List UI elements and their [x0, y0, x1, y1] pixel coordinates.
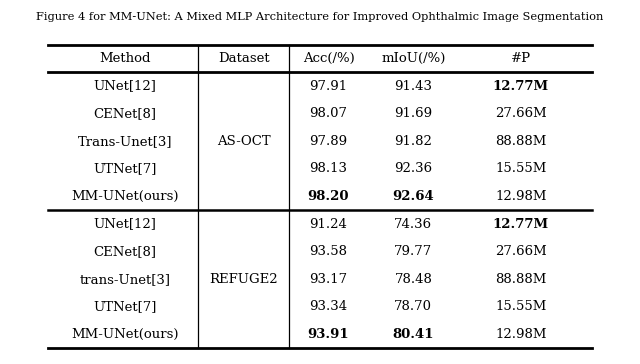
- Text: UNet[12]: UNet[12]: [93, 218, 156, 230]
- Text: 91.69: 91.69: [394, 107, 433, 120]
- Text: AS-OCT: AS-OCT: [217, 135, 271, 148]
- Text: mIoU(/%): mIoU(/%): [381, 52, 445, 65]
- Text: MM-UNet(ours): MM-UNet(ours): [71, 328, 179, 341]
- Text: 27.66M: 27.66M: [495, 245, 547, 258]
- Text: #P: #P: [511, 52, 531, 65]
- Text: Method: Method: [99, 52, 150, 65]
- Text: 91.43: 91.43: [394, 80, 433, 92]
- Text: 98.20: 98.20: [308, 190, 349, 203]
- Text: UTNet[7]: UTNet[7]: [93, 300, 156, 313]
- Text: 98.13: 98.13: [310, 162, 348, 175]
- Text: 15.55M: 15.55M: [495, 300, 547, 313]
- Text: 91.24: 91.24: [310, 218, 348, 230]
- Text: 93.34: 93.34: [309, 300, 348, 313]
- Text: REFUGE2: REFUGE2: [209, 273, 278, 286]
- Text: Trans-Unet[3]: Trans-Unet[3]: [77, 135, 172, 148]
- Text: Acc(/%): Acc(/%): [303, 52, 355, 65]
- Text: 91.82: 91.82: [394, 135, 432, 148]
- Text: 92.64: 92.64: [392, 190, 434, 203]
- Text: 93.58: 93.58: [310, 245, 348, 258]
- Text: MM-UNet(ours): MM-UNet(ours): [71, 190, 179, 203]
- Text: UNet[12]: UNet[12]: [93, 80, 156, 92]
- Text: Dataset: Dataset: [218, 52, 269, 65]
- Text: UTNet[7]: UTNet[7]: [93, 162, 156, 175]
- Text: 97.89: 97.89: [309, 135, 348, 148]
- Text: 12.77M: 12.77M: [493, 218, 549, 230]
- Text: 92.36: 92.36: [394, 162, 433, 175]
- Text: 97.91: 97.91: [309, 80, 348, 92]
- Text: 12.98M: 12.98M: [495, 190, 547, 203]
- Text: CENet[8]: CENet[8]: [93, 107, 156, 120]
- Text: 12.77M: 12.77M: [493, 80, 549, 92]
- Text: 15.55M: 15.55M: [495, 162, 547, 175]
- Text: 88.88M: 88.88M: [495, 135, 547, 148]
- Text: 79.77: 79.77: [394, 245, 433, 258]
- Text: 78.48: 78.48: [394, 273, 432, 286]
- Text: Figure 4 for MM-UNet: A Mixed MLP Architecture for Improved Ophthalmic Image Seg: Figure 4 for MM-UNet: A Mixed MLP Archit…: [36, 12, 604, 22]
- Text: 88.88M: 88.88M: [495, 273, 547, 286]
- Text: 93.17: 93.17: [309, 273, 348, 286]
- Text: 12.98M: 12.98M: [495, 328, 547, 341]
- Text: trans-Unet[3]: trans-Unet[3]: [79, 273, 170, 286]
- Text: 74.36: 74.36: [394, 218, 433, 230]
- Text: 78.70: 78.70: [394, 300, 433, 313]
- Text: CENet[8]: CENet[8]: [93, 245, 156, 258]
- Text: 93.91: 93.91: [308, 328, 349, 341]
- Text: 98.07: 98.07: [310, 107, 348, 120]
- Text: 27.66M: 27.66M: [495, 107, 547, 120]
- Text: 80.41: 80.41: [392, 328, 434, 341]
